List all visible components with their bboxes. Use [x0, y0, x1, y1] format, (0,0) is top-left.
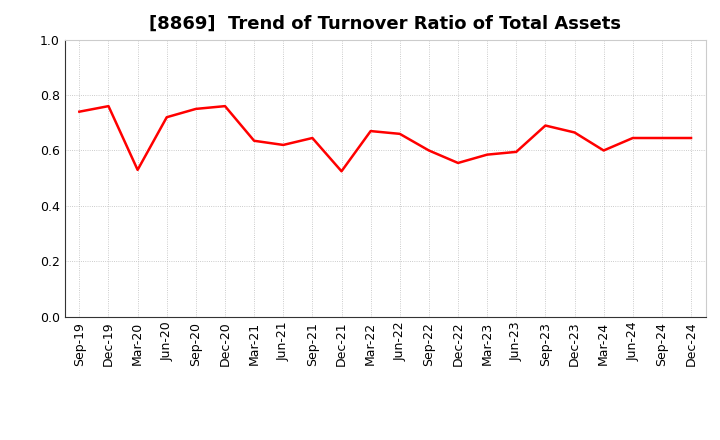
- Title: [8869]  Trend of Turnover Ratio of Total Assets: [8869] Trend of Turnover Ratio of Total …: [149, 15, 621, 33]
